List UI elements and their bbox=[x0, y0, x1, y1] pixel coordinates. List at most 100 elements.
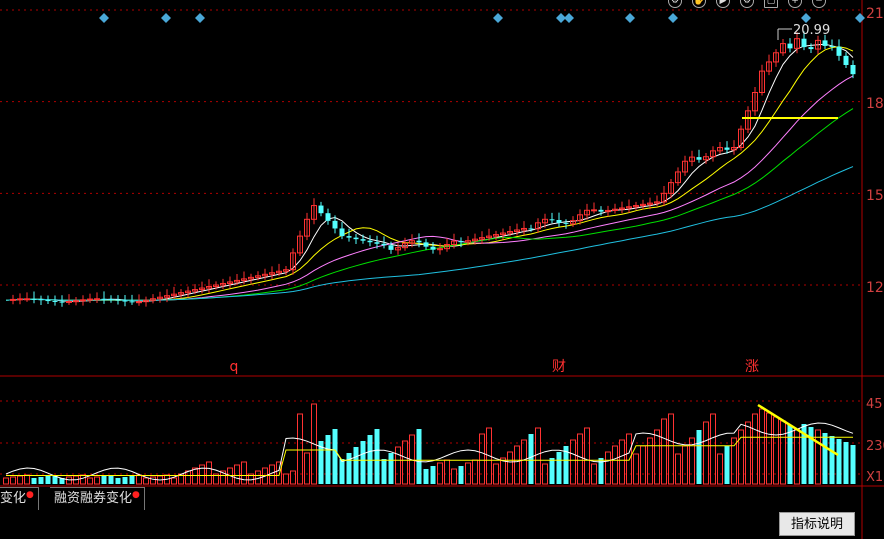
tab-label: 变化 bbox=[0, 491, 27, 506]
volume-bar-down bbox=[843, 442, 849, 484]
event-marker: 涨 bbox=[745, 359, 759, 375]
volume-bar-down bbox=[31, 478, 37, 484]
volume-bar-up bbox=[780, 420, 786, 485]
volume-bar-up bbox=[10, 476, 16, 485]
volume-bar-down bbox=[801, 424, 807, 484]
volume-bar-down bbox=[325, 435, 331, 484]
candle-body-up bbox=[542, 218, 548, 224]
candle-body-up bbox=[493, 234, 499, 237]
candle-body-down bbox=[346, 236, 352, 238]
volume-bar-down bbox=[122, 477, 128, 484]
volume-bar-up bbox=[171, 477, 177, 485]
candle-body-up bbox=[633, 205, 639, 208]
candle-body-down bbox=[696, 157, 702, 160]
window-icon[interactable]: ▢ bbox=[764, 0, 778, 8]
candle-body-down bbox=[829, 45, 835, 47]
price-tick-label: 15 bbox=[866, 188, 884, 204]
candle-body-down bbox=[549, 219, 555, 221]
candle-body-up bbox=[780, 43, 786, 54]
volume-bar-up bbox=[745, 421, 751, 485]
candle-body-up bbox=[220, 282, 226, 286]
candle-body-down bbox=[724, 147, 730, 150]
volume-bar-up bbox=[535, 427, 541, 485]
candle-body-up bbox=[766, 61, 772, 72]
volume-bar-down bbox=[115, 478, 121, 484]
candle-body-up bbox=[269, 272, 275, 275]
tab-change[interactable]: 变化● bbox=[0, 487, 39, 510]
candle-body-up bbox=[731, 147, 737, 151]
indicator-tab-bar: 变化● 融资融券变化● bbox=[0, 487, 884, 511]
volume-bar-up bbox=[220, 470, 226, 485]
candle-body-up bbox=[213, 284, 219, 288]
candle-body-down bbox=[801, 38, 807, 48]
candle-body-up bbox=[227, 281, 233, 284]
volume-bar-down bbox=[353, 447, 359, 484]
price-tick-label: 18 bbox=[866, 96, 884, 112]
ma60-line bbox=[5, 166, 854, 301]
volume-bar-up bbox=[647, 437, 653, 485]
volume-bar-up bbox=[283, 473, 289, 485]
candle-body-up bbox=[507, 231, 513, 234]
candle-body-up bbox=[703, 156, 709, 161]
candle-body-up bbox=[283, 269, 289, 272]
volume-bar-up bbox=[80, 474, 86, 485]
price-tick-label: 12 bbox=[866, 280, 884, 296]
tab-margin-trading[interactable]: 融资融券变化● bbox=[50, 487, 145, 510]
volume-bar-up bbox=[241, 461, 247, 485]
volume-bar-down bbox=[388, 453, 394, 484]
candle-body-down bbox=[325, 213, 331, 221]
candle-body-down bbox=[836, 46, 842, 56]
volume-bar-up bbox=[185, 470, 191, 485]
volume-bar-up bbox=[682, 445, 688, 485]
volume-trend-line bbox=[757, 403, 839, 457]
event-diamond-icon bbox=[195, 13, 205, 23]
volume-bar-down bbox=[423, 469, 429, 484]
candle-body-up bbox=[773, 52, 779, 63]
candle-body-up bbox=[451, 240, 457, 246]
volume-bar-up bbox=[66, 476, 72, 485]
candle-body-up bbox=[234, 279, 240, 283]
candle-body-up bbox=[514, 229, 520, 233]
candle-body-down bbox=[556, 220, 562, 223]
volume-bar-up bbox=[465, 462, 471, 485]
candlestick-series bbox=[10, 31, 856, 307]
volume-bar-down bbox=[38, 477, 44, 484]
volume-bar-up bbox=[738, 429, 744, 485]
candle-body-up bbox=[654, 201, 660, 204]
candle-body-up bbox=[486, 235, 492, 239]
volume-bar-down bbox=[598, 458, 604, 484]
candle-body-up bbox=[10, 298, 16, 301]
volume-bar-up bbox=[591, 463, 597, 485]
candle-body-up bbox=[472, 238, 478, 242]
event-diamond-icon bbox=[556, 13, 566, 23]
candle-body-up bbox=[164, 295, 170, 298]
candle-body-down bbox=[45, 300, 51, 302]
volume-bar-down bbox=[101, 476, 107, 484]
candle-body-up bbox=[185, 290, 191, 294]
volume-bar-down bbox=[59, 478, 65, 484]
volume-tick-label: 230 bbox=[866, 439, 884, 454]
candle-body-up bbox=[675, 171, 681, 184]
candle-body-up bbox=[94, 298, 100, 301]
candle-body-up bbox=[248, 276, 254, 280]
candle-body-up bbox=[192, 289, 198, 292]
volume-bar-up bbox=[150, 476, 156, 485]
candle-body-down bbox=[129, 301, 135, 303]
volume-bar-down bbox=[829, 436, 835, 484]
volume-bar-down bbox=[549, 458, 555, 484]
candle-body-up bbox=[647, 202, 653, 205]
candle-body-up bbox=[409, 240, 415, 244]
candle-body-up bbox=[577, 214, 583, 222]
candle-body-down bbox=[388, 245, 394, 250]
candle-body-down bbox=[115, 299, 121, 301]
event-diamond-icon bbox=[99, 13, 109, 23]
indicator-help-button[interactable]: 指标说明 bbox=[779, 512, 855, 536]
volume-bar-up bbox=[493, 463, 499, 485]
event-diamond-icon bbox=[625, 13, 635, 23]
event-marker: 财 bbox=[552, 359, 566, 375]
candle-body-down bbox=[332, 220, 338, 229]
volume-bar-up bbox=[731, 437, 737, 485]
candle-body-up bbox=[80, 299, 86, 302]
candle-body-down bbox=[598, 209, 604, 212]
